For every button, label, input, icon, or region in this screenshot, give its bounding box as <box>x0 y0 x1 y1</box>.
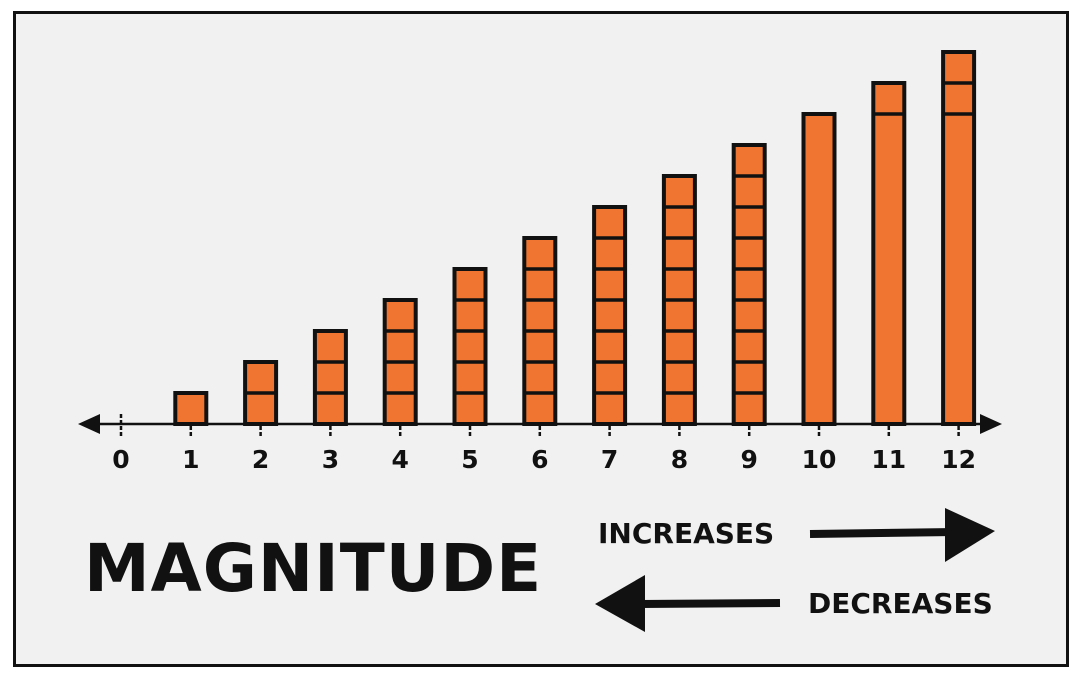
bar <box>801 112 837 426</box>
tick-label: 7 <box>601 445 618 474</box>
decreases-arrow-shaft <box>639 599 781 608</box>
page-title: MAGNITUDE <box>84 530 543 607</box>
tick-label: 10 <box>802 445 837 474</box>
left-arrowhead-icon <box>78 414 100 434</box>
tick-label: 5 <box>461 445 478 474</box>
increases-arrow-icon <box>945 508 995 562</box>
decreases-arrow-icon <box>595 575 645 632</box>
bar <box>452 267 488 426</box>
tick-label: 9 <box>740 445 757 474</box>
tick-label: 11 <box>871 445 906 474</box>
bar <box>871 81 907 426</box>
tick-label: 8 <box>671 445 688 474</box>
tick-label: 4 <box>391 445 408 474</box>
decreases-label: DECREASES <box>808 587 993 620</box>
tick-label: 6 <box>531 445 548 474</box>
tick-label: 12 <box>941 445 976 474</box>
bar <box>941 50 977 426</box>
tick-label: 0 <box>112 445 129 474</box>
bar <box>312 329 348 426</box>
bar <box>173 391 209 426</box>
increases-arrow-shaft <box>809 528 956 538</box>
bar <box>592 205 628 426</box>
increases-label: INCREASES <box>598 517 775 550</box>
tick-label: 1 <box>182 445 199 474</box>
tick-label: 2 <box>252 445 269 474</box>
right-arrowhead-icon <box>980 414 1002 434</box>
tick-label: 3 <box>322 445 339 474</box>
bar <box>731 143 767 426</box>
